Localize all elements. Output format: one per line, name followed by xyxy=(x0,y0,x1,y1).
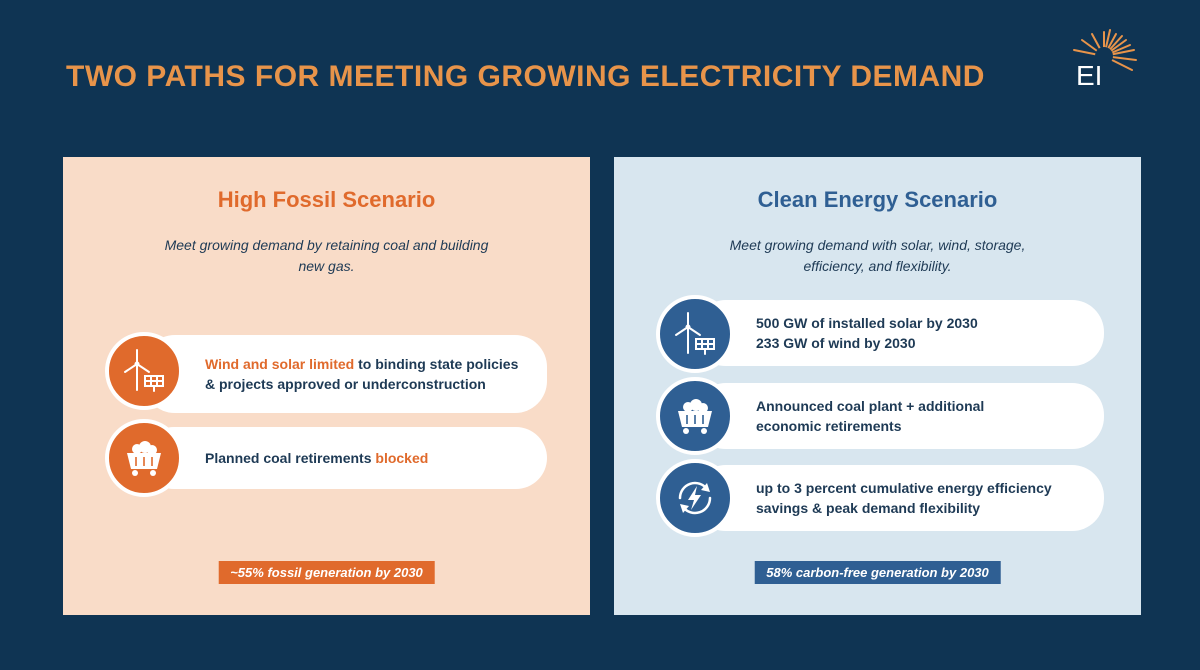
fossil-item-wind-solar: Wind and solar limited to binding state … xyxy=(143,335,547,413)
ei-logo: EI xyxy=(1062,26,1146,96)
energy-efficiency-icon xyxy=(656,459,734,537)
fossil-footer-badge: ~55% fossil generation by 2030 xyxy=(218,561,435,584)
coal-cart-icon xyxy=(105,419,183,497)
high-fossil-panel: High Fossil Scenario Meet growing demand… xyxy=(63,157,590,615)
fossil-item-coal: Planned coal retirements blocked xyxy=(143,427,547,489)
clean-item-text: up to 3 percent cumulative energy effici… xyxy=(756,479,1052,516)
clean-footer-badge: 58% carbon-free generation by 2030 xyxy=(754,561,1001,584)
fossil-heading: High Fossil Scenario xyxy=(217,187,436,212)
clean-energy-panel: Clean Energy Scenario Meet growing deman… xyxy=(614,157,1141,615)
coal-cart-icon xyxy=(656,377,734,455)
clean-heading: Clean Energy Scenario xyxy=(757,187,998,212)
clean-item-solar-wind: 500 GW of installed solar by 2030 233 GW… xyxy=(694,300,1104,366)
clean-item-coal: Announced coal plant + additional econom… xyxy=(694,383,1104,449)
wind-solar-icon xyxy=(105,332,183,410)
sunburst-logo-icon xyxy=(1073,29,1137,71)
clean-subtitle: Meet growing demand with solar, wind, st… xyxy=(729,237,1026,274)
wind-solar-icon xyxy=(656,295,734,373)
fossil-item-text: Planned coal retirements blocked xyxy=(205,449,429,466)
fossil-item-text: Wind and solar limited to binding state … xyxy=(205,355,519,392)
clean-item-text: 500 GW of installed solar by 2030 233 GW… xyxy=(756,314,978,351)
page-title: TWO PATHS FOR MEETING GROWING ELECTRICIT… xyxy=(66,60,985,93)
fossil-subtitle: Meet growing demand by retaining coal an… xyxy=(164,237,489,274)
logo-text: EI xyxy=(1076,60,1103,91)
clean-item-efficiency: up to 3 percent cumulative energy effici… xyxy=(694,465,1104,531)
clean-item-text: Announced coal plant + additional econom… xyxy=(756,397,985,434)
